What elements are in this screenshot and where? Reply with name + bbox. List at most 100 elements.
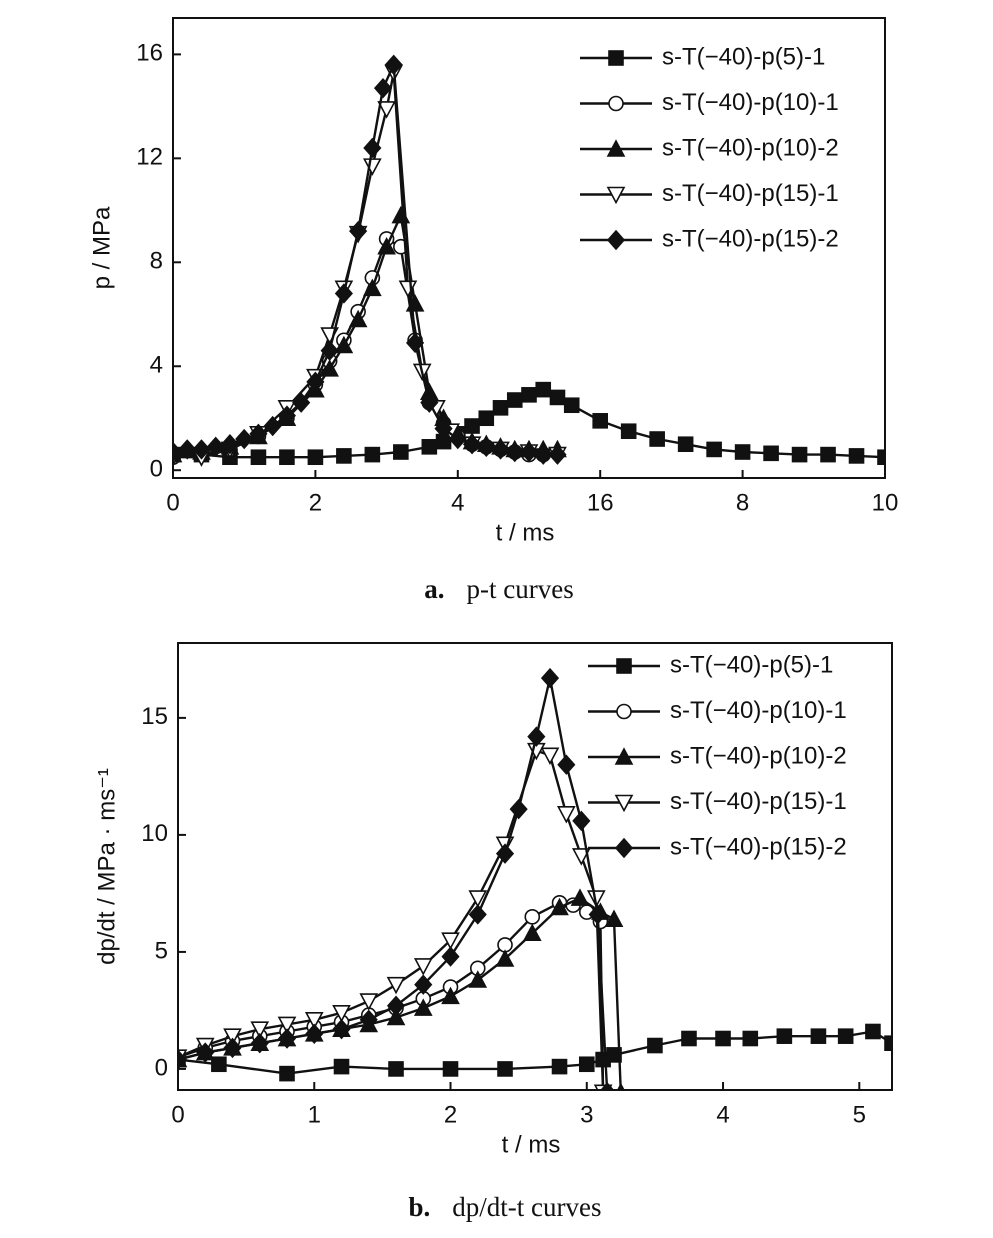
marker bbox=[681, 1030, 697, 1047]
series-line bbox=[178, 676, 609, 1090]
marker bbox=[211, 1056, 227, 1073]
chart: s-T(−40)-p(5)-1 s-T(−40)-p(10)-1 s-T(−40)-… bbox=[93, 642, 893, 1222]
marker bbox=[527, 726, 546, 747]
marker bbox=[734, 444, 751, 460]
marker bbox=[250, 449, 267, 466]
marker bbox=[570, 888, 590, 906]
marker bbox=[534, 444, 553, 465]
legend-label: s-T(−40)-p(10)-1 bbox=[662, 89, 839, 116]
legend-label: s-T(−40)-p(10)-2 bbox=[662, 134, 839, 161]
marker bbox=[364, 446, 381, 463]
marker bbox=[173, 441, 183, 463]
x-tick-label: 0 bbox=[171, 1101, 184, 1128]
marker bbox=[497, 1061, 513, 1077]
y-axis-label: dp/dt / MPa · ms⁻¹ bbox=[93, 768, 120, 965]
caption-label: a. bbox=[424, 574, 444, 604]
plot-area bbox=[178, 667, 892, 1090]
marker bbox=[468, 970, 488, 988]
legend-marker bbox=[606, 186, 626, 205]
marker bbox=[279, 1065, 295, 1082]
marker bbox=[776, 1028, 793, 1044]
marker bbox=[524, 909, 541, 925]
legend-marker bbox=[614, 794, 634, 813]
marker bbox=[588, 904, 607, 925]
marker bbox=[178, 1049, 188, 1070]
marker bbox=[334, 283, 353, 304]
marker bbox=[551, 1058, 568, 1075]
marker bbox=[540, 667, 560, 689]
marker bbox=[263, 415, 282, 437]
marker bbox=[223, 1037, 242, 1059]
legend-label: s-T(−40)-p(15)-2 bbox=[670, 833, 847, 860]
y-tick-label: 16 bbox=[136, 40, 163, 67]
marker bbox=[307, 449, 324, 466]
marker bbox=[620, 423, 637, 440]
marker bbox=[478, 410, 495, 427]
marker bbox=[865, 1023, 881, 1040]
marker bbox=[492, 400, 509, 416]
marker bbox=[548, 444, 567, 465]
legend-marker bbox=[608, 95, 624, 112]
marker bbox=[677, 436, 694, 453]
y-tick-label: 8 bbox=[150, 248, 163, 275]
marker bbox=[604, 909, 624, 927]
marker bbox=[742, 1030, 759, 1047]
axes-frame bbox=[177, 642, 893, 1091]
marker bbox=[495, 949, 515, 967]
legend-label: s-T(−40)-p(15)-2 bbox=[662, 225, 839, 252]
chart: s-T(−40)-p(5)-1 s-T(−40)-p(10)-1 s-T(−40)-… bbox=[88, 17, 898, 604]
marker bbox=[540, 747, 560, 766]
marker bbox=[249, 423, 268, 445]
y-tick-label: 0 bbox=[150, 456, 163, 483]
marker bbox=[563, 397, 580, 414]
marker bbox=[509, 798, 528, 820]
marker bbox=[606, 1047, 622, 1063]
marker bbox=[277, 405, 296, 426]
marker bbox=[462, 434, 482, 455]
axes-frame bbox=[172, 17, 886, 479]
legend-label: s-T(−40)-p(5)-1 bbox=[670, 651, 833, 678]
marker bbox=[235, 428, 254, 450]
marker bbox=[320, 340, 339, 361]
marker bbox=[413, 998, 433, 1016]
legend-label: s-T(−40)-p(10)-1 bbox=[670, 697, 847, 724]
marker bbox=[386, 995, 406, 1016]
plot-area bbox=[173, 54, 885, 467]
marker bbox=[506, 392, 523, 408]
y-tick-label: 0 bbox=[155, 1054, 168, 1081]
marker bbox=[334, 335, 354, 354]
marker bbox=[495, 843, 515, 864]
marker bbox=[206, 436, 225, 458]
marker bbox=[373, 77, 393, 99]
marker bbox=[250, 1032, 269, 1054]
marker bbox=[359, 1009, 378, 1030]
marker bbox=[468, 904, 487, 925]
marker bbox=[406, 332, 425, 354]
y-tick-label: 10 bbox=[141, 820, 168, 847]
legend-marker bbox=[616, 658, 632, 674]
marker bbox=[359, 993, 379, 1011]
marker bbox=[388, 1061, 404, 1077]
marker bbox=[571, 848, 591, 866]
x-tick-label: 8 bbox=[736, 489, 749, 516]
marker bbox=[522, 923, 542, 941]
y-tick-label: 15 bbox=[141, 703, 168, 730]
marker bbox=[706, 441, 722, 458]
marker bbox=[332, 1018, 351, 1040]
marker bbox=[393, 444, 409, 460]
marker bbox=[413, 958, 433, 976]
legend-marker bbox=[614, 837, 634, 859]
marker bbox=[448, 428, 467, 450]
x-axis-label: t / ms bbox=[496, 519, 555, 546]
x-tick-label: 2 bbox=[444, 1101, 457, 1128]
marker bbox=[333, 1058, 350, 1075]
marker bbox=[649, 431, 665, 447]
marker bbox=[192, 439, 211, 460]
marker bbox=[763, 445, 779, 462]
marker bbox=[420, 392, 439, 413]
marker bbox=[304, 1011, 324, 1030]
x-tick-label: 4 bbox=[451, 489, 464, 516]
marker bbox=[521, 387, 537, 403]
marker bbox=[557, 806, 576, 824]
